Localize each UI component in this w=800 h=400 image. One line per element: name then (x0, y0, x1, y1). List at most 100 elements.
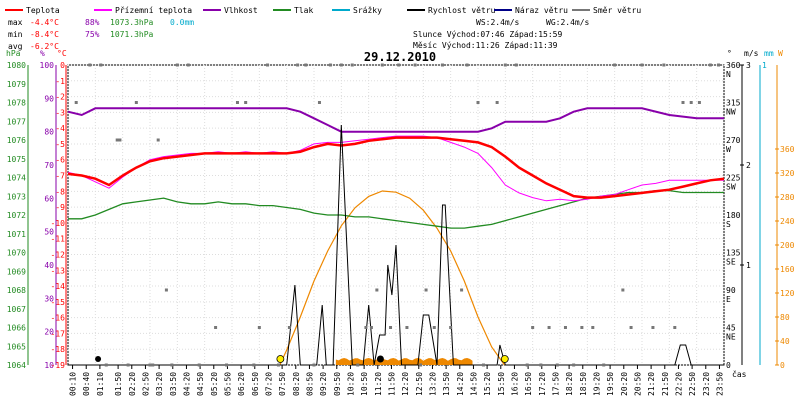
humidity-line (67, 107, 724, 133)
legend-label: Tlak (294, 6, 313, 15)
wind-direction-point (186, 63, 190, 67)
legend-label: Vlhkost (224, 6, 258, 15)
w-tick-label: 200 (780, 241, 795, 250)
stat-max-label: max (8, 18, 23, 27)
legend: Teplota Přízemní teplota Vlhkost Tlak Srážky… (5, 6, 641, 15)
wind-direction-point (287, 326, 291, 329)
time-tick-label: 02:20 (128, 372, 137, 396)
ground-temperature-line (67, 135, 724, 202)
wind-direction-point (476, 101, 480, 104)
wind-direction-point (350, 63, 354, 67)
dir-tick-label: 360 (726, 61, 741, 70)
w-tick-label: 40 (780, 337, 790, 346)
time-tick-label: 19:50 (606, 372, 615, 396)
wind-direction-point (503, 63, 507, 67)
stat-min-press: 1071.3hPa (110, 30, 154, 39)
wind-direction-point (602, 363, 606, 367)
wind-direction-point (440, 63, 444, 67)
wind-direction-point (134, 101, 138, 104)
temp-tick-label: -6 (55, 156, 65, 165)
chart-date: 29.12.2010 (364, 50, 436, 64)
wind-direction-point (339, 63, 343, 67)
wind-direction-point (514, 63, 518, 67)
wind-direction-point (104, 363, 108, 367)
wind-direction-point (465, 63, 469, 67)
stat-max-press: 1073.3hPa (110, 18, 154, 27)
wind-direction-point (364, 326, 368, 329)
temp-tick-label: -7 (55, 172, 65, 181)
w-tick-label: 80 (780, 313, 790, 322)
time-axis-label: čas (732, 369, 747, 379)
wind-direction-point (389, 326, 393, 329)
w-axis-label: W (778, 49, 783, 58)
temperature-line (67, 136, 725, 199)
legend-label: Směr větru (593, 6, 641, 15)
dir-compass-label: W (726, 145, 731, 154)
wind-direction-point (697, 101, 701, 104)
w-tick-label: 360 (780, 145, 795, 154)
temp-tick-label: -18 (51, 345, 66, 354)
pct-tick-label: 100 (40, 61, 55, 70)
time-tick-label: 22:20 (674, 372, 683, 396)
pct-tick-label: 80 (44, 128, 54, 137)
time-tick-label: 20:20 (620, 372, 629, 396)
wind-direction-point (580, 326, 584, 329)
w-tick-label: 160 (780, 265, 795, 274)
time-tick-label: 22:50 (688, 372, 697, 396)
temp-tick-label: -13 (51, 266, 66, 275)
time-tick-label: 04:50 (196, 372, 205, 396)
temp-tick-label: -9 (55, 203, 65, 212)
wind-direction-point (424, 288, 428, 292)
time-tick-label: 20:50 (633, 372, 642, 396)
pct-tick-label: 60 (44, 194, 54, 203)
wind-direction-point (555, 363, 559, 367)
time-tick-label: 23:50 (715, 372, 724, 396)
wind-direction-point (214, 326, 218, 329)
time-tick-label: 23:20 (702, 372, 711, 396)
stat-ws: WS:2.4m/s (476, 18, 520, 27)
axes: 1080107910781077107610751074107310721071… (7, 61, 795, 396)
wind-direction-point (591, 326, 595, 329)
time-tick-label: 21:50 (661, 372, 670, 396)
time-tick-label: 05:20 (210, 372, 219, 396)
time-tick-label: 08:50 (305, 372, 314, 396)
legend-label: Náraz větru (515, 6, 568, 15)
w-tick-label: 240 (780, 217, 795, 226)
wind-direction-point (375, 288, 379, 292)
wind-direction-point (405, 326, 409, 329)
wind-direction-point (164, 288, 168, 292)
time-tick-label: 14:20 (456, 372, 465, 396)
temp-tick-label: -8 (55, 187, 65, 196)
legend-label: Rychlost větru (428, 6, 496, 15)
temp-tick-label: -14 (51, 282, 66, 291)
stat-min-label: min (8, 30, 23, 39)
deg-axis-label: °C (57, 49, 67, 58)
hpa-tick-label: 1064 (7, 361, 26, 370)
wind-direction-point (225, 363, 229, 367)
time-tick-label: 00:10 (69, 372, 78, 396)
wind-direction-point (689, 101, 693, 104)
dir-tick-label: 315 (726, 99, 741, 108)
hpa-tick-label: 1066 (7, 324, 26, 333)
wind-direction-point (651, 326, 655, 329)
time-tick-label: 12:20 (401, 372, 410, 396)
time-tick-label: 03:50 (169, 372, 178, 396)
ms-tick-label: 1 (746, 261, 751, 270)
stats-block: max -4.4°C 88% 1073.3hPa 0.0mm min -8.4°… (8, 18, 590, 51)
pct-tick-label: 10 (44, 361, 54, 370)
moon-marker (376, 355, 384, 363)
wind-direction-point (629, 326, 633, 329)
wind-direction-point (148, 363, 152, 367)
time-tick-label: 12:50 (415, 372, 424, 396)
time-tick-label: 07:50 (278, 372, 287, 396)
time-tick-label: 01:50 (114, 372, 123, 396)
dir-compass-label: SW (726, 183, 736, 192)
time-tick-label: 21:20 (647, 372, 656, 396)
time-tick-label: 18:20 (565, 372, 574, 396)
time-tick-label: 18:50 (579, 372, 588, 396)
hpa-tick-label: 1074 (7, 174, 26, 183)
wind-direction-point (151, 363, 155, 367)
stat-wg: WG:2.4m/s (546, 18, 590, 27)
wind-direction-point (115, 138, 119, 142)
legend-label: Teplota (26, 6, 60, 15)
